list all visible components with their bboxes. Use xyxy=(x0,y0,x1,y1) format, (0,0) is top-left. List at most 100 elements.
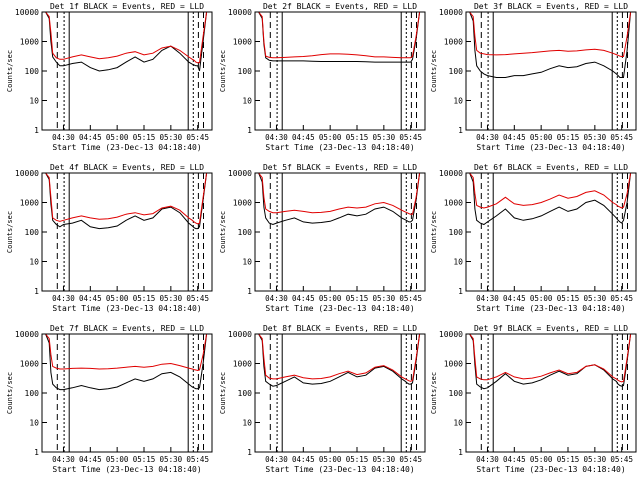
y-tick-label: 100 xyxy=(238,67,253,76)
y-tick-label: 10000 xyxy=(15,330,39,339)
series-events xyxy=(42,333,211,391)
y-tick-label: 100 xyxy=(25,228,40,237)
x-tick-label: 05:45 xyxy=(399,455,422,464)
y-tick-label: 100 xyxy=(238,389,253,398)
x-tick-label: 04:45 xyxy=(503,294,526,303)
y-axis-label: Counts/sec xyxy=(430,50,438,92)
y-tick-label: 1000 xyxy=(444,199,463,208)
x-tick-label: 05:00 xyxy=(319,455,342,464)
plot-frame xyxy=(254,172,426,292)
y-tick-label: 10000 xyxy=(228,330,252,339)
y-tick-label: 1 xyxy=(34,126,39,135)
x-tick-label: 04:45 xyxy=(79,294,102,303)
plot-frame xyxy=(254,333,426,453)
y-axis-label: Counts/sec xyxy=(219,211,227,253)
panel-9: Det 9f BLACK = Events, RED = LLD 1 10 100 10… xyxy=(430,324,637,474)
y-tick-label: 1 xyxy=(458,126,463,135)
panel-title: Det 7f BLACK = Events, RED = LLD xyxy=(50,324,204,333)
y-tick-label: 10000 xyxy=(439,330,463,339)
y-axis-label: Counts/sec xyxy=(430,211,438,253)
y-axis-label: Counts/sec xyxy=(219,372,227,414)
y-tick-label: 100 xyxy=(449,228,464,237)
x-tick-label: 05:45 xyxy=(610,294,633,303)
panel-7: Det 7f BLACK = Events, RED = LLD 1 10 100 10… xyxy=(6,324,213,474)
x-tick-label: 05:30 xyxy=(584,133,607,142)
x-axis-label: Start Time (23-Dec-13 04:18:40) xyxy=(265,143,414,152)
x-tick-label: 05:45 xyxy=(186,455,209,464)
y-tick-label: 100 xyxy=(25,67,40,76)
x-tick-label: 05:45 xyxy=(186,294,209,303)
x-axis-label: Start Time (23-Dec-13 04:18:40) xyxy=(52,143,201,152)
y-tick-label: 100 xyxy=(449,389,464,398)
y-tick-label: 1000 xyxy=(444,360,463,369)
plot-frame xyxy=(465,333,637,453)
y-axis-label: Counts/sec xyxy=(219,50,227,92)
y-tick-label: 10 xyxy=(29,97,39,106)
y-axis-label: Counts/sec xyxy=(6,211,14,253)
panel-5: Det 5f BLACK = Events, RED = LLD 1 10 100 10… xyxy=(219,163,426,313)
y-tick-label: 1000 xyxy=(233,38,252,47)
x-tick-label: 05:45 xyxy=(399,294,422,303)
y-tick-label: 1000 xyxy=(444,38,463,47)
x-tick-label: 04:30 xyxy=(52,455,75,464)
x-tick-label: 04:45 xyxy=(292,455,315,464)
y-tick-label: 1 xyxy=(247,287,252,296)
x-tick-label: 05:00 xyxy=(530,455,553,464)
x-tick-label: 04:30 xyxy=(265,133,288,142)
plot-frame xyxy=(465,11,637,131)
series-lld xyxy=(255,11,424,59)
plot-frame xyxy=(465,172,637,292)
x-axis-label: Start Time (23-Dec-13 04:18:40) xyxy=(476,465,625,474)
x-tick-label: 05:15 xyxy=(346,294,369,303)
x-tick-label: 04:30 xyxy=(476,133,499,142)
y-tick-label: 1 xyxy=(34,287,39,296)
x-tick-label: 04:45 xyxy=(292,294,315,303)
panel-3: Det 3f BLACK = Events, RED = LLD 1 10 100 10… xyxy=(430,2,637,152)
x-tick-label: 05:30 xyxy=(584,294,607,303)
series-lld xyxy=(42,172,211,225)
series-lld xyxy=(466,172,635,209)
y-tick-label: 1 xyxy=(34,448,39,457)
x-tick-label: 04:30 xyxy=(52,294,75,303)
x-tick-label: 04:45 xyxy=(79,455,102,464)
y-axis-label: Counts/sec xyxy=(6,50,14,92)
series-events xyxy=(255,172,424,226)
series-lld xyxy=(255,172,424,215)
x-tick-label: 05:15 xyxy=(133,133,156,142)
x-tick-label: 05:15 xyxy=(346,455,369,464)
series-lld xyxy=(466,333,635,383)
x-tick-label: 05:30 xyxy=(160,133,183,142)
y-tick-label: 10000 xyxy=(439,169,463,178)
x-tick-label: 05:00 xyxy=(106,455,129,464)
panel-6: Det 6f BLACK = Events, RED = LLD 1 10 100 10… xyxy=(430,163,637,313)
panel-title: Det 4f BLACK = Events, RED = LLD xyxy=(50,163,204,172)
panel-title: Det 8f BLACK = Events, RED = LLD xyxy=(263,324,417,333)
y-tick-label: 1000 xyxy=(20,38,39,47)
panel-8: Det 8f BLACK = Events, RED = LLD 1 10 100 10… xyxy=(219,324,426,474)
series-events xyxy=(255,11,424,63)
y-tick-label: 10 xyxy=(29,258,39,267)
x-tick-label: 05:00 xyxy=(530,133,553,142)
x-tick-label: 04:30 xyxy=(52,133,75,142)
panel-4: Det 4f BLACK = Events, RED = LLD 1 10 100 10… xyxy=(6,163,213,313)
x-tick-label: 05:30 xyxy=(160,294,183,303)
series-events xyxy=(42,11,211,72)
x-tick-label: 05:30 xyxy=(373,294,396,303)
y-tick-label: 10 xyxy=(453,97,463,106)
y-tick-label: 10 xyxy=(242,97,252,106)
plot-frame xyxy=(41,333,213,453)
x-tick-label: 05:00 xyxy=(106,133,129,142)
y-tick-label: 1000 xyxy=(20,360,39,369)
series-events xyxy=(466,11,635,78)
panel-2: Det 2f BLACK = Events, RED = LLD 1 10 100 10… xyxy=(219,2,426,152)
y-tick-label: 10000 xyxy=(228,8,252,17)
y-tick-label: 10000 xyxy=(228,169,252,178)
y-tick-label: 10 xyxy=(453,258,463,267)
panel-title: Det 3f BLACK = Events, RED = LLD xyxy=(474,2,628,11)
y-tick-label: 10000 xyxy=(15,8,39,17)
y-axis-label: Counts/sec xyxy=(6,372,14,414)
y-tick-label: 100 xyxy=(238,228,253,237)
y-tick-label: 1000 xyxy=(233,199,252,208)
y-tick-label: 1000 xyxy=(20,199,39,208)
